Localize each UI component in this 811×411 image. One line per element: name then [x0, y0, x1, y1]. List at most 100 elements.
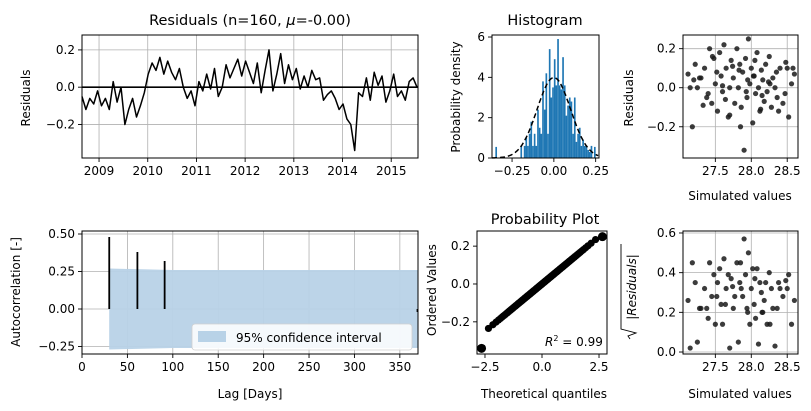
sqrt-res-point	[721, 256, 727, 262]
histogram-bar	[547, 133, 549, 158]
residuals-xtick-label: 2012	[230, 164, 261, 178]
histogram-bar	[523, 145, 526, 158]
sqrt-res-point	[755, 341, 762, 347]
res-vs-sim-point	[791, 71, 798, 77]
sqrt-res-point	[745, 309, 751, 315]
sqrt-res-point	[775, 279, 782, 286]
sqrt-res-point	[752, 276, 758, 282]
probability-plot-ytick-label: 0.2	[451, 239, 470, 253]
sqrt-res-panel: 27.5 28.0 28.5 0.6 0.4 0.2 0.0 Simulated value…	[620, 226, 801, 401]
sqrt-res-point	[735, 339, 741, 345]
autocorrelation-xtick-label: 100	[161, 360, 184, 374]
sqrt-res-xtick-label: 27.5	[702, 360, 729, 374]
histogram-bar	[532, 145, 534, 158]
histogram-ytick-label: 0	[477, 151, 485, 165]
res-vs-sim-point	[750, 73, 757, 79]
histogram-bar	[578, 127, 581, 158]
autocorrelation-xtick-label: 200	[252, 360, 275, 374]
sqrt-res-point	[758, 289, 764, 296]
sqrt-res-ytick-label: 0.0	[657, 345, 676, 359]
sqrt-res-point	[722, 301, 729, 308]
sqrt-res-point	[759, 309, 765, 315]
sqrt-res-point	[780, 293, 786, 300]
histogram-bar	[562, 57, 564, 158]
histogram-bar	[555, 85, 558, 158]
histogram-bar	[538, 127, 541, 158]
sqrt-res-point	[772, 343, 778, 349]
sqrt-res-point	[725, 272, 731, 278]
autocorrelation-ytick-label: −0.25	[38, 340, 75, 354]
sqrt-res-point	[784, 285, 790, 292]
res-vs-sim-marks	[685, 36, 798, 153]
autocorrelation-panel: 0 50 100 150 200 250 300 350 0.50 0.25 0.00 −0.25 9…	[9, 227, 419, 401]
res-vs-sim-point	[717, 49, 723, 56]
res-vs-sim-point	[737, 61, 743, 67]
res-vs-sim-point	[729, 63, 736, 69]
histogram-bar	[537, 109, 539, 158]
histogram-xtick-label: −0.25	[494, 164, 531, 178]
res-vs-sim-point	[766, 53, 772, 60]
histogram-ytick-label: 4	[477, 70, 485, 84]
res-vs-sim-point	[777, 65, 783, 71]
sqrt-res-point	[750, 266, 756, 272]
res-vs-sim-point	[783, 59, 789, 65]
sqrt-res-xtick-label: 28.5	[774, 360, 801, 374]
residuals-ytick-label: 0.0	[56, 80, 75, 94]
histogram-bar	[495, 146, 498, 158]
histogram-bar	[542, 81, 544, 158]
probability-plot-ytick-label: 0.0	[451, 277, 470, 291]
res-vs-sim-point	[718, 73, 724, 79]
histogram-bar	[573, 97, 576, 158]
res-vs-sim-point	[768, 104, 775, 110]
histogram-ytick-label: 2	[477, 111, 485, 125]
histogram-xtick-label: 0.00	[541, 164, 568, 178]
res-vs-sim-point	[723, 65, 729, 71]
res-vs-sim-point	[704, 94, 710, 101]
probability-plot-xtick-label: −2.5	[470, 360, 499, 374]
sqrt-res-point	[752, 315, 759, 321]
residuals-xtick-label: 2013	[279, 164, 310, 178]
histogram-bar	[558, 85, 561, 158]
sqrt-res-point	[712, 321, 718, 327]
histogram-bar	[575, 141, 578, 158]
histogram-bar	[550, 97, 553, 158]
res-vs-sim-point	[701, 65, 708, 71]
histogram-xtick-label: 0.25	[582, 164, 609, 178]
sqrt-res-ylabel-text: |Residuals|	[625, 254, 639, 320]
sqrt-res-axes-frame	[682, 230, 799, 355]
res-vs-sim-point	[761, 98, 767, 104]
res-vs-sim-panel: 27.5 28.0 28.50.20.0−0.2 Simulated values …	[622, 34, 801, 203]
histogram-marks	[492, 39, 599, 159]
residuals-marks	[81, 49, 418, 152]
autocorrelation-ytick-label: 0.00	[48, 302, 75, 316]
res-vs-sim-point	[763, 61, 769, 67]
probability-plot-marks	[477, 232, 607, 353]
autocorrelation-xtick-label: 50	[120, 360, 135, 374]
histogram-axes-frame	[491, 34, 600, 159]
res-vs-sim-point	[782, 90, 788, 97]
autocorrelation-axes-frame	[81, 230, 419, 355]
histogram-bar	[530, 121, 533, 158]
probability-point	[597, 232, 607, 242]
res-vs-sim-point	[685, 71, 691, 77]
res-vs-sim-axes-frame	[682, 34, 799, 159]
histogram-title: Histogram	[507, 13, 582, 29]
res-vs-sim-point	[727, 85, 733, 91]
res-vs-sim-point	[764, 89, 770, 95]
res-vs-sim-point	[745, 36, 752, 42]
histogram-bar	[528, 133, 531, 158]
sqrt-res-point	[742, 272, 749, 278]
res-vs-sim-point	[734, 46, 740, 52]
histogram-bar	[568, 97, 571, 158]
autocorrelation-xtick-label: 250	[298, 360, 321, 374]
histogram-ytick-label: 6	[477, 30, 485, 44]
probability-plot-xtick-label: 2.5	[589, 360, 608, 374]
res-vs-sim-point	[750, 120, 756, 126]
histogram-bar	[543, 109, 546, 158]
residuals-xtick-label: 2009	[84, 164, 115, 178]
sqrt-res-point	[705, 315, 711, 321]
autocorrelation-xtick-label: 150	[207, 360, 230, 374]
res-vs-sim-point	[736, 67, 742, 73]
sqrt-res-ytick-label: 0.4	[657, 266, 676, 280]
